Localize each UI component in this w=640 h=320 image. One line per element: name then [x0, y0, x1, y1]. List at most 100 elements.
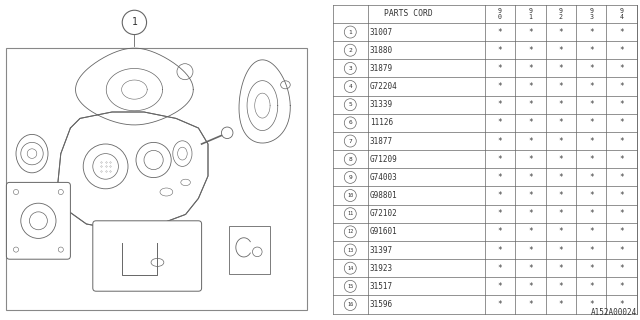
Text: *: *: [559, 300, 563, 309]
Text: *: *: [528, 137, 532, 146]
Text: *: *: [589, 137, 593, 146]
Text: *: *: [589, 100, 593, 109]
Text: *: *: [589, 173, 593, 182]
Text: 1: 1: [348, 29, 352, 35]
Text: *: *: [620, 245, 624, 254]
Text: 9
1: 9 1: [529, 8, 532, 20]
Text: *: *: [589, 245, 593, 254]
Text: *: *: [498, 100, 502, 109]
Text: PARTS CORD: PARTS CORD: [385, 9, 433, 18]
Text: 15: 15: [347, 284, 353, 289]
Text: 11126: 11126: [370, 118, 393, 127]
Text: *: *: [589, 155, 593, 164]
Text: *: *: [498, 64, 502, 73]
Text: *: *: [559, 173, 563, 182]
Text: 31596: 31596: [370, 300, 393, 309]
FancyBboxPatch shape: [6, 182, 70, 259]
Text: *: *: [528, 28, 532, 36]
Text: 31923: 31923: [370, 264, 393, 273]
Text: *: *: [528, 227, 532, 236]
Text: *: *: [589, 227, 593, 236]
Text: G91601: G91601: [370, 227, 397, 236]
Text: *: *: [559, 191, 563, 200]
Text: *: *: [589, 300, 593, 309]
Text: 9
0: 9 0: [498, 8, 502, 20]
Text: *: *: [498, 82, 502, 91]
Text: *: *: [620, 191, 624, 200]
Text: *: *: [559, 46, 563, 55]
Text: 7: 7: [348, 139, 352, 144]
Text: *: *: [498, 245, 502, 254]
Text: *: *: [528, 173, 532, 182]
Text: 12: 12: [347, 229, 353, 234]
Text: *: *: [559, 264, 563, 273]
Text: *: *: [620, 209, 624, 218]
Text: 9
3: 9 3: [589, 8, 593, 20]
Text: *: *: [559, 118, 563, 127]
Text: *: *: [559, 82, 563, 91]
Text: *: *: [559, 137, 563, 146]
Text: *: *: [498, 137, 502, 146]
Text: *: *: [620, 137, 624, 146]
Text: 31880: 31880: [370, 46, 393, 55]
Text: *: *: [559, 282, 563, 291]
Text: *: *: [528, 100, 532, 109]
Text: *: *: [589, 282, 593, 291]
Text: *: *: [528, 264, 532, 273]
Text: *: *: [559, 155, 563, 164]
Text: *: *: [620, 300, 624, 309]
Text: *: *: [620, 118, 624, 127]
Text: G72204: G72204: [370, 82, 397, 91]
Text: *: *: [589, 191, 593, 200]
Text: *: *: [620, 282, 624, 291]
Text: *: *: [528, 46, 532, 55]
Text: A152A00024: A152A00024: [591, 308, 637, 317]
Text: 3: 3: [348, 66, 352, 71]
Circle shape: [221, 127, 233, 139]
Text: *: *: [528, 82, 532, 91]
Text: *: *: [589, 46, 593, 55]
Text: *: *: [559, 227, 563, 236]
Text: *: *: [589, 28, 593, 36]
FancyBboxPatch shape: [229, 226, 270, 274]
FancyBboxPatch shape: [6, 48, 307, 310]
Text: 31877: 31877: [370, 137, 393, 146]
Text: 14: 14: [347, 266, 353, 271]
Text: *: *: [528, 64, 532, 73]
Text: 16: 16: [347, 302, 353, 307]
Text: *: *: [528, 191, 532, 200]
Text: *: *: [498, 209, 502, 218]
Text: *: *: [498, 282, 502, 291]
Text: *: *: [620, 46, 624, 55]
Text: *: *: [498, 264, 502, 273]
Text: *: *: [528, 118, 532, 127]
Text: *: *: [620, 227, 624, 236]
Text: 11: 11: [347, 211, 353, 216]
Text: G72102: G72102: [370, 209, 397, 218]
Text: *: *: [528, 282, 532, 291]
Text: *: *: [589, 209, 593, 218]
Text: 31339: 31339: [370, 100, 393, 109]
Text: 5: 5: [348, 102, 352, 107]
Text: *: *: [589, 264, 593, 273]
Text: *: *: [620, 82, 624, 91]
Text: *: *: [498, 173, 502, 182]
Text: 31397: 31397: [370, 245, 393, 254]
Text: *: *: [589, 82, 593, 91]
Text: *: *: [498, 227, 502, 236]
Text: *: *: [528, 155, 532, 164]
Text: 1: 1: [131, 17, 138, 28]
Text: 10: 10: [347, 193, 353, 198]
Text: *: *: [589, 64, 593, 73]
Text: *: *: [620, 173, 624, 182]
Text: *: *: [559, 245, 563, 254]
Text: 13: 13: [347, 248, 353, 252]
Text: *: *: [620, 155, 624, 164]
Text: 9
2: 9 2: [559, 8, 563, 20]
Text: 8: 8: [348, 157, 352, 162]
Text: *: *: [589, 118, 593, 127]
Text: *: *: [528, 209, 532, 218]
Text: 4: 4: [348, 84, 352, 89]
Text: 2: 2: [348, 48, 352, 53]
Text: 31007: 31007: [370, 28, 393, 36]
